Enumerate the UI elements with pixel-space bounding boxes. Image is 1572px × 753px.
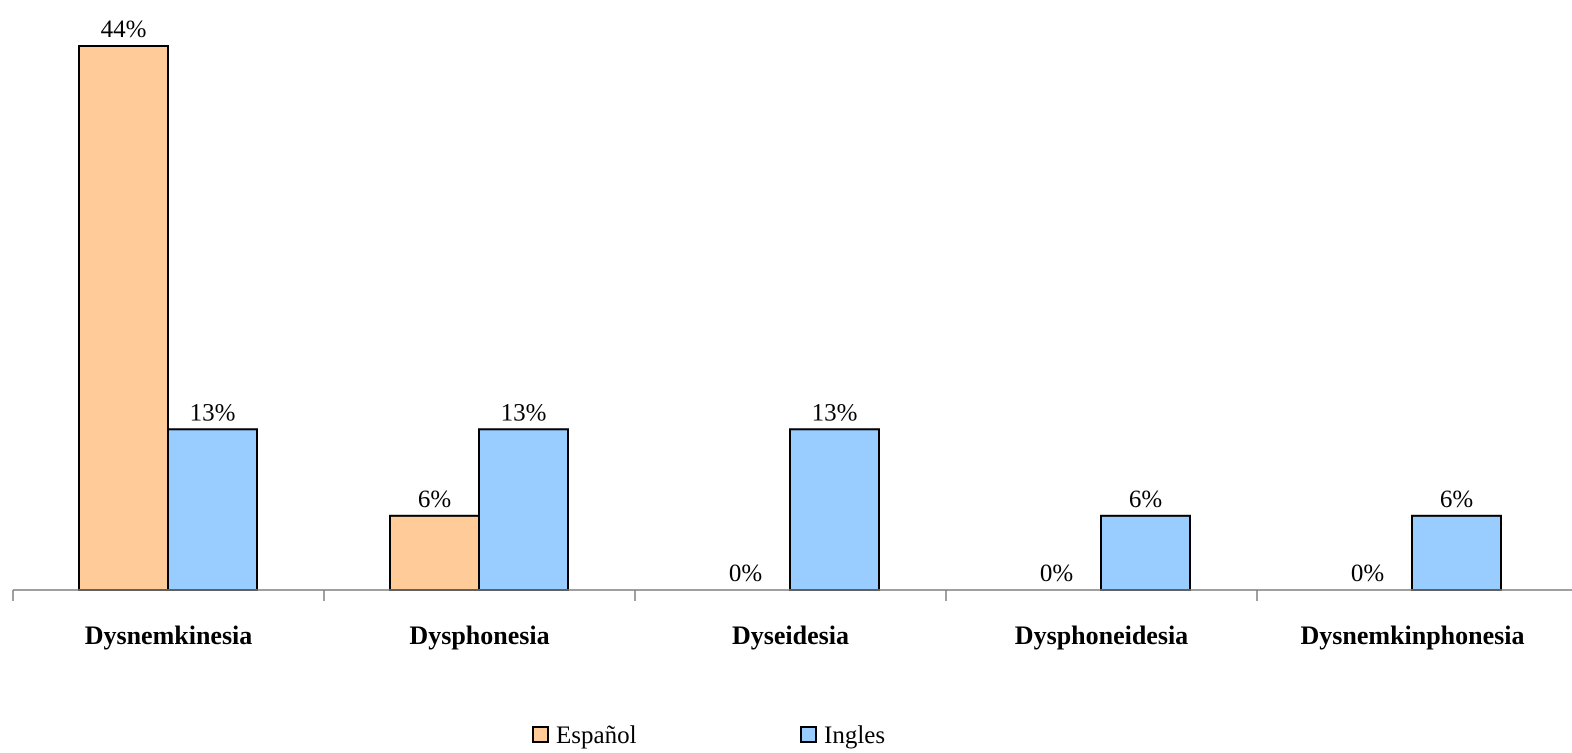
data-label: 13% <box>501 399 547 426</box>
bar-ingles-dysnemkinesia <box>167 428 258 592</box>
category-label: Dysphoneidesia <box>1015 621 1188 650</box>
bar-ingles-dysphoneidesia <box>1100 514 1191 591</box>
category-label: Dyseidesia <box>732 621 849 650</box>
legend-swatch-español <box>532 726 549 743</box>
data-label: 13% <box>812 399 858 426</box>
data-label: 0% <box>1351 560 1384 587</box>
data-labels-group: 44% 13% 6% 13% 0% 13% 0% 6% 0% 6% <box>101 16 1474 587</box>
bar-ingles-dysnemkinphonesia <box>1411 514 1502 591</box>
bar-ingles-dyseidesia <box>789 428 880 592</box>
bar-español-dysnemkinesia <box>78 45 169 591</box>
data-label: 0% <box>1040 560 1073 587</box>
category-label: Dysnemkinphonesia <box>1301 621 1525 650</box>
legend-swatch-ingles <box>800 726 817 743</box>
data-label: 13% <box>190 399 236 426</box>
category-label: Dysnemkinesia <box>85 621 253 650</box>
bar-ingles-dysphonesia <box>478 428 569 592</box>
data-label: 44% <box>101 16 147 43</box>
data-label: 6% <box>1440 486 1473 513</box>
data-label: 6% <box>418 486 451 513</box>
category-label: Dysphonesia <box>409 621 549 650</box>
x-axis: Dysnemkinesia Dysphonesia Dyseidesia Dyspho… <box>12 589 1572 650</box>
data-label: 0% <box>729 560 762 587</box>
data-label: 6% <box>1129 486 1162 513</box>
legend: Español Ingles <box>532 722 885 749</box>
bars-group <box>78 45 1502 592</box>
legend-label: Ingles <box>824 722 885 749</box>
legend-label: Español <box>556 722 637 749</box>
bar-español-dysphonesia <box>389 514 480 591</box>
